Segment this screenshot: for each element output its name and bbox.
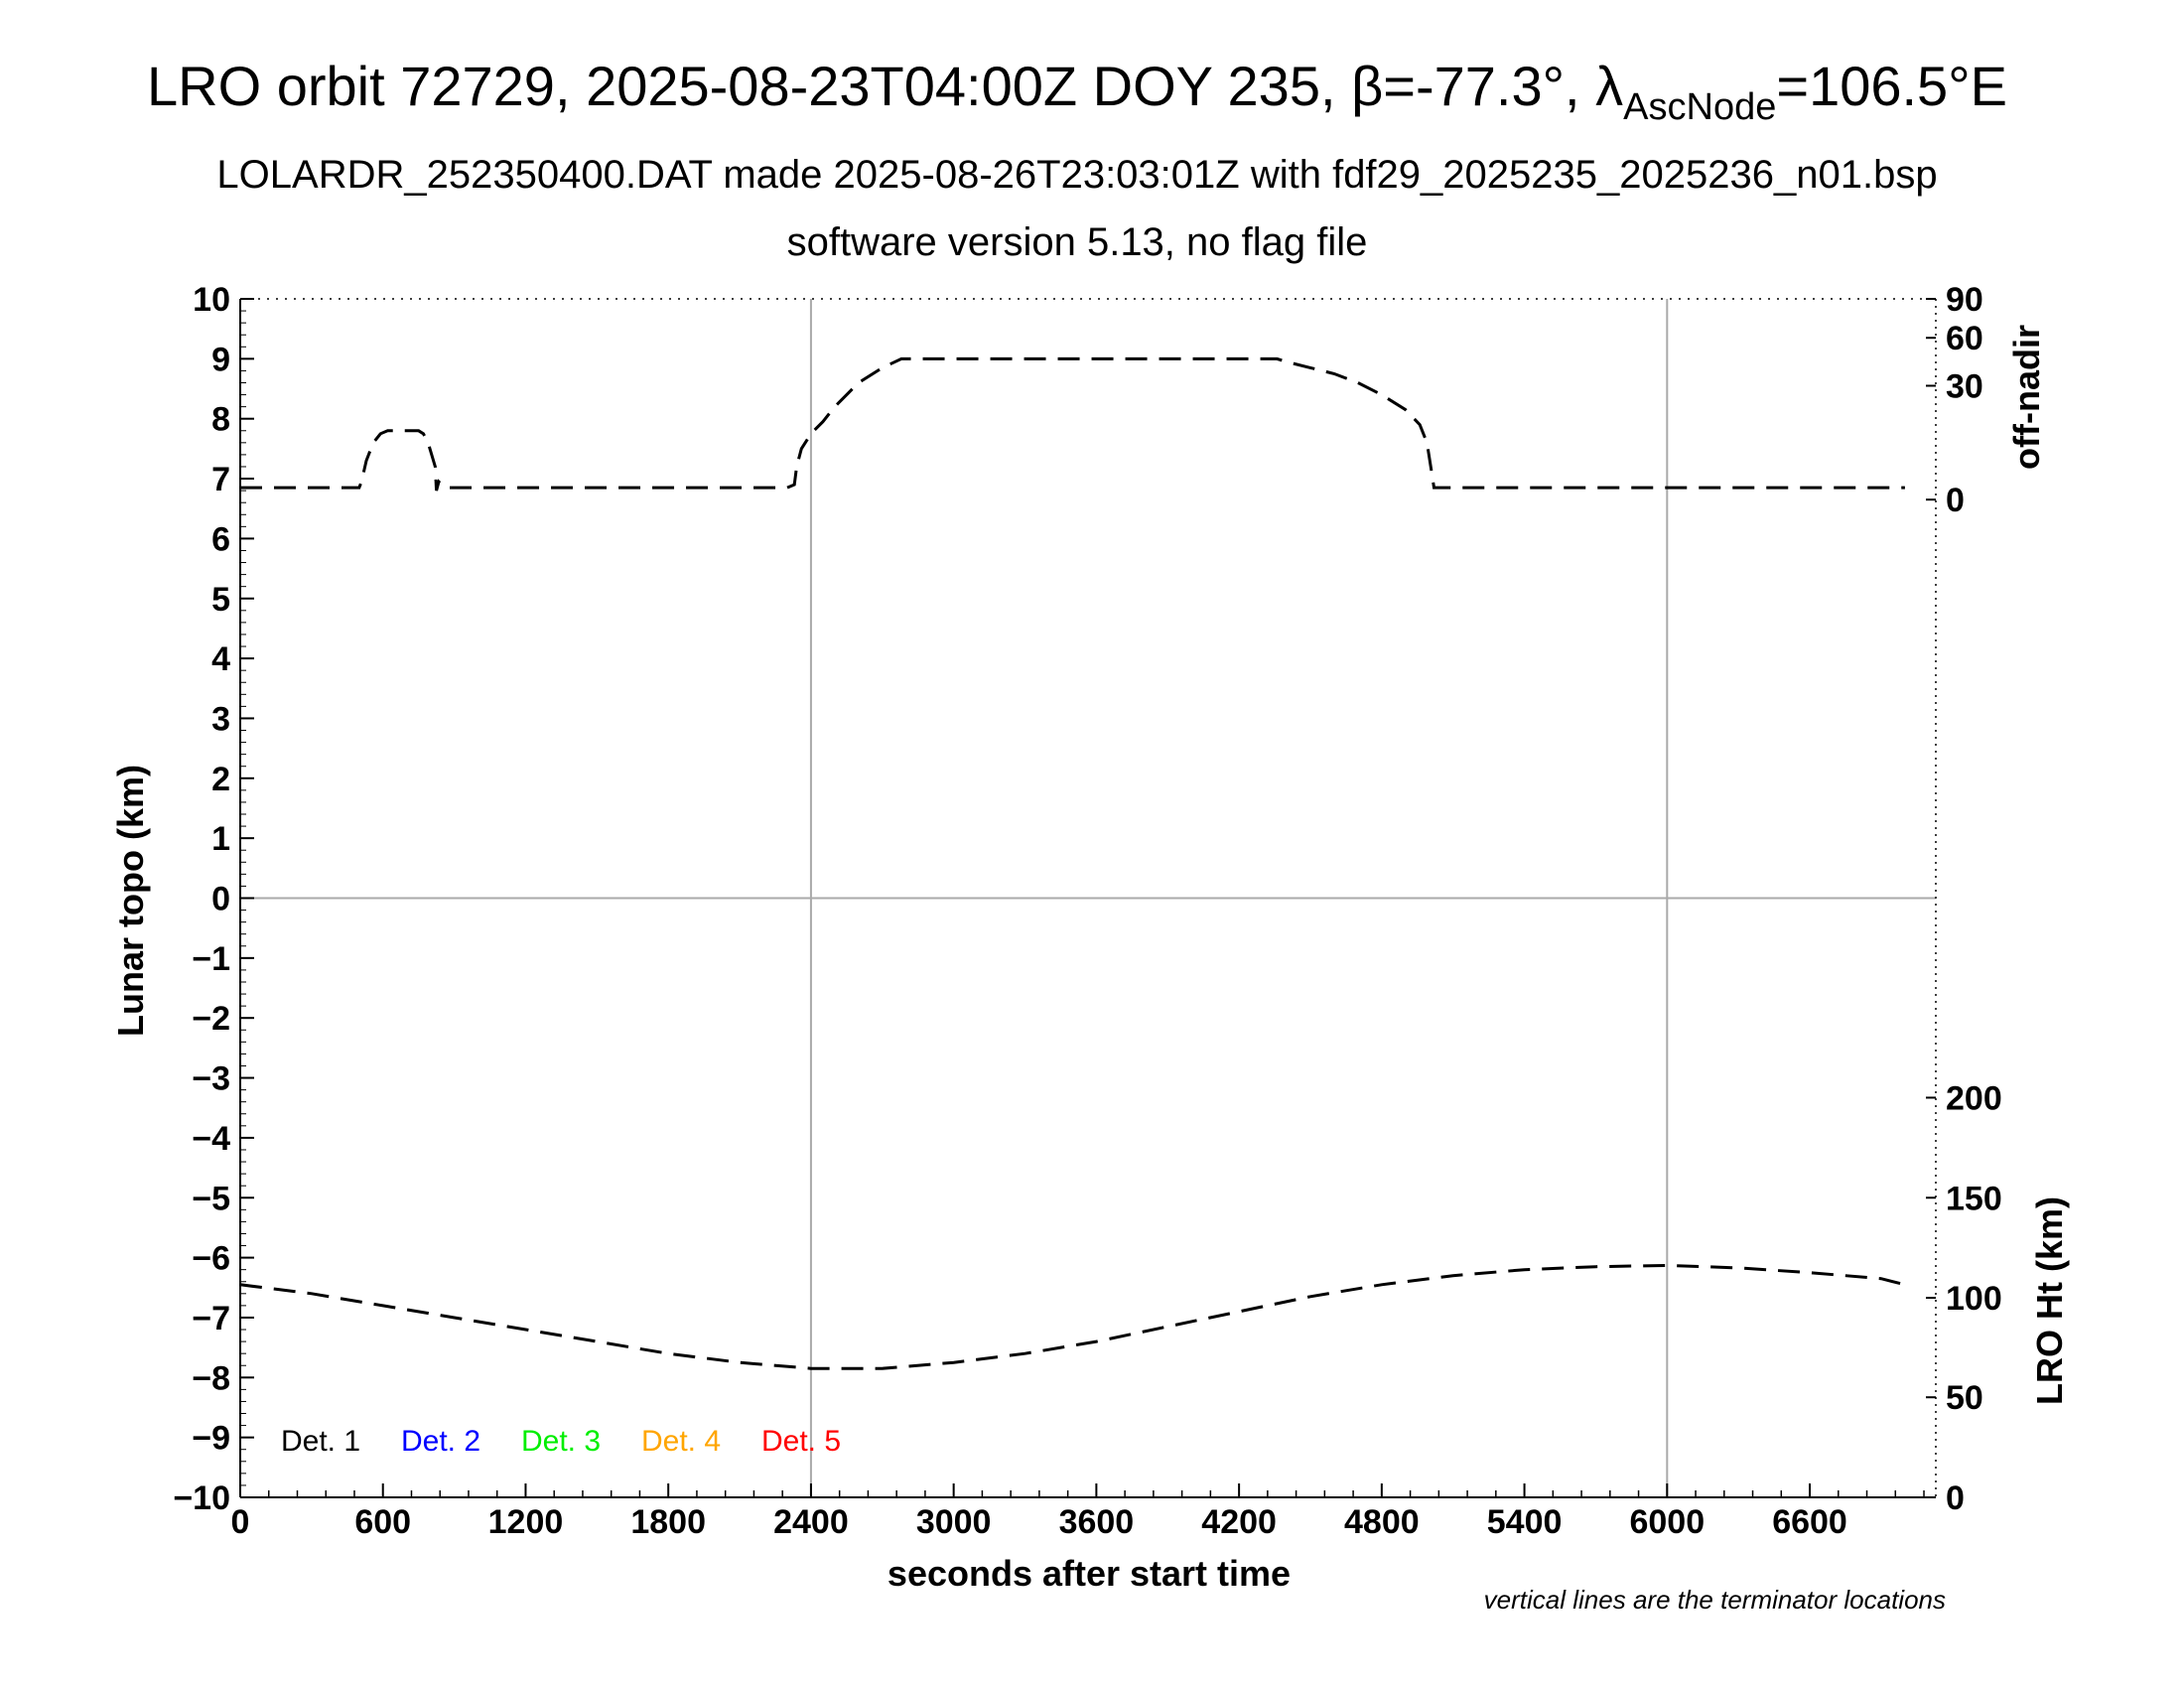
legend-item: Det. 5 — [761, 1425, 841, 1458]
off-nadir-line — [240, 356, 1905, 492]
y-tick-label: 0 — [211, 881, 230, 918]
y-tick-label: −5 — [192, 1180, 230, 1217]
y-tick-label: −10 — [173, 1479, 230, 1517]
lro-height-line — [239, 1263, 1906, 1370]
legend-item: Det. 3 — [521, 1425, 601, 1458]
x-tick-label: 1200 — [488, 1503, 564, 1541]
footnote: vertical lines are the terminator locati… — [1484, 1585, 1946, 1615]
right-tick-label: 0 — [1946, 482, 1965, 519]
right-tick-label: 90 — [1946, 281, 1983, 319]
y-tick-label: −1 — [192, 940, 230, 978]
legend-item: Det. 4 — [641, 1425, 721, 1458]
x-tick-label: 6600 — [1772, 1503, 1847, 1541]
y-axis-label-left: Lunar topo (km) — [110, 765, 151, 1037]
y-tick-label: −2 — [192, 1000, 230, 1038]
x-axis-label: seconds after start time — [887, 1553, 1291, 1594]
chart-title: LRO orbit 72729, 2025-08-23T04:00Z DOY 2… — [147, 55, 2007, 128]
legend-item: Det. 1 — [281, 1425, 360, 1458]
y-tick-label: −8 — [192, 1359, 230, 1397]
x-tick-label: 4800 — [1344, 1503, 1420, 1541]
right-tick-label: 200 — [1946, 1079, 2002, 1117]
chart-subtitle-file: LOLARDR_252350400.DAT made 2025-08-26T23… — [216, 153, 1937, 197]
x-tick-label: 3000 — [916, 1503, 992, 1541]
y-tick-label: −9 — [192, 1420, 230, 1458]
series-layer — [239, 356, 1906, 1370]
y-tick-label: −3 — [192, 1060, 230, 1098]
y-tick-label: 5 — [211, 581, 230, 619]
y-tick-label: −7 — [192, 1300, 230, 1337]
ticks: 0 600 1200 1800 2400 3000 3600 4200 4800 5400 6000… — [173, 281, 2001, 1541]
y-tick-label: 3 — [211, 700, 230, 738]
y-tick-label: 8 — [211, 401, 230, 439]
y-axis-label-off-nadir: off-nadir — [2006, 325, 2047, 470]
x-tick-label: 4200 — [1201, 1503, 1277, 1541]
y-tick-label: −4 — [192, 1120, 230, 1158]
right-tick-label: 50 — [1946, 1379, 1983, 1417]
y-tick-label: 9 — [211, 341, 230, 378]
y-axis-label-lro-ht: LRO Ht (km) — [2029, 1196, 2070, 1405]
x-tick-label: 6000 — [1629, 1503, 1705, 1541]
y-tick-label: 10 — [193, 281, 230, 319]
x-tick-label: 0 — [231, 1503, 250, 1541]
x-tick-label: 600 — [354, 1503, 411, 1541]
right-tick-label: 150 — [1946, 1180, 2002, 1217]
y-tick-label: 6 — [211, 520, 230, 558]
x-tick-label: 2400 — [773, 1503, 849, 1541]
y-tick-label: 1 — [211, 820, 230, 858]
y-tick-label: 7 — [211, 461, 230, 498]
chart-subtitle-version: software version 5.13, no flag file — [787, 220, 1368, 264]
x-tick-label: 1800 — [630, 1503, 706, 1541]
x-tick-label: 3600 — [1059, 1503, 1135, 1541]
y-tick-label: 2 — [211, 761, 230, 798]
x-tick-label: 5400 — [1487, 1503, 1563, 1541]
right-tick-label: 30 — [1946, 368, 1983, 406]
right-tick-label: 0 — [1946, 1479, 1965, 1517]
right-tick-label: 100 — [1946, 1280, 2002, 1318]
y-tick-label: 4 — [211, 640, 230, 678]
legend: Det. 1 Det. 2 Det. 3 Det. 4 Det. 5 — [281, 1425, 841, 1458]
legend-item: Det. 2 — [401, 1425, 480, 1458]
right-tick-label: 60 — [1946, 320, 1983, 357]
y-tick-label: −6 — [192, 1240, 230, 1278]
